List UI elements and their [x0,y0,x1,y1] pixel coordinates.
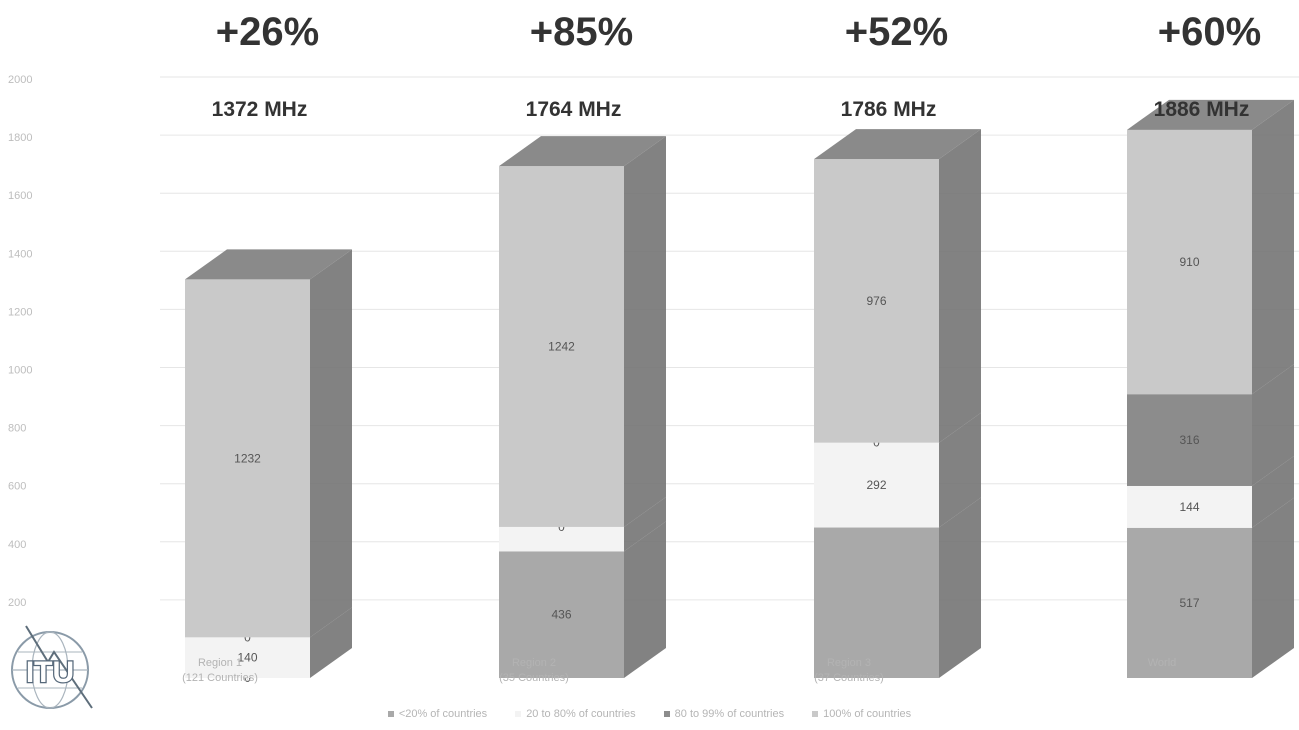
bar-segment [1127,394,1252,486]
legend-label: 100% of countries [823,708,912,720]
total-label: 1886 MHz [1154,98,1250,121]
legend-item: 80 to 99% of countries [663,708,785,720]
category-label: (121 Countries) [182,672,258,684]
itu-logo: ITU [11,625,93,709]
bar-segment-side [939,129,981,443]
data-label: 292 [866,478,886,492]
bar-segment [185,637,310,678]
data-label: 1232 [234,451,261,465]
bar-segment [1127,527,1252,678]
data-label: 976 [866,294,886,308]
growth-label: +60% [1158,10,1261,54]
bar-top [814,129,981,160]
y-tick-label: 1200 [8,306,32,318]
total-label: 1372 MHz [212,98,308,121]
bar-segment-side [939,497,981,678]
y-tick-label: 1600 [8,190,32,202]
data-label: 1242 [548,340,575,354]
y-tick-label: 1800 [8,132,32,144]
total-label: 1786 MHz [841,98,937,121]
y-tick-label: 600 [8,481,26,493]
bar-segment-side [1252,364,1294,486]
bar-segment-side [624,496,666,552]
growth-label: +52% [845,10,948,54]
bar-segment-side [310,607,352,678]
y-tick-label: 400 [8,539,26,551]
legend-label: 80 to 99% of countries [674,708,785,720]
y-tick-label: 800 [8,423,26,435]
legend-swatch [812,711,819,718]
bar-segment [499,526,624,552]
legend-item: <20% of countries [387,708,488,720]
data-label: 910 [1179,255,1199,269]
category-label: Region 2 [512,657,556,669]
data-label: 144 [1179,500,1199,514]
category-label: (35 Countries) [499,672,569,684]
bar-stack: 517 144 316 910 +60% 1886 MHz World [1127,10,1294,678]
y-tick-label: 1000 [8,365,32,377]
bar-segment [1127,485,1252,528]
total-label: 1764 MHz [526,98,622,121]
data-label: 436 [551,608,571,622]
bar-segment [814,442,939,528]
legend-label: <20% of countries [398,708,488,720]
y-tick-label: 200 [8,597,26,609]
growth-label: +26% [216,10,319,54]
bar-segment-side [939,412,981,528]
bar-segment [814,527,939,678]
legend-label: 20 to 80% of countries [526,708,636,720]
y-tick-label: 1400 [8,248,32,260]
bar-segment [499,166,624,527]
bar-top [499,136,666,167]
data-label: 140 [237,651,257,665]
category-label: Region 3 [827,657,871,669]
bar-segment [1127,129,1252,395]
bar-segment-side [1252,455,1294,528]
bar-segment [185,279,310,638]
category-label: World [1148,657,1177,669]
bar-segment-side [624,136,666,527]
y-tick-label: 2000 [8,74,32,86]
bar-segment [499,551,624,678]
y-axis: 200 400 600 800 1000 1200 1400 1600 1800 2000 [8,74,32,609]
growth-label: +85% [530,10,633,54]
legend-swatch [387,711,394,718]
legend-swatch [515,711,522,718]
bar-top [185,249,352,280]
bar-top [1127,99,1294,130]
legend: <20% of countries 20 to 80% of countries 8… [0,708,1299,720]
legend-item: 20 to 80% of countries [515,708,636,720]
legend-item: 100% of countries [812,708,911,720]
bar-segment-side [310,249,352,638]
logo-text: ITU [26,656,74,689]
legend-swatch [663,711,670,718]
bar-segment [814,159,939,443]
category-label: Region 1 [198,657,242,669]
data-label: 316 [1179,433,1199,447]
data-label: 0 [244,630,251,644]
data-label: 517 [1179,596,1199,610]
bar-segment-side [624,521,666,678]
bar-segment-side [1252,497,1294,678]
category-label: (37 Countries) [814,672,884,684]
bar-segment-side [1252,99,1294,395]
